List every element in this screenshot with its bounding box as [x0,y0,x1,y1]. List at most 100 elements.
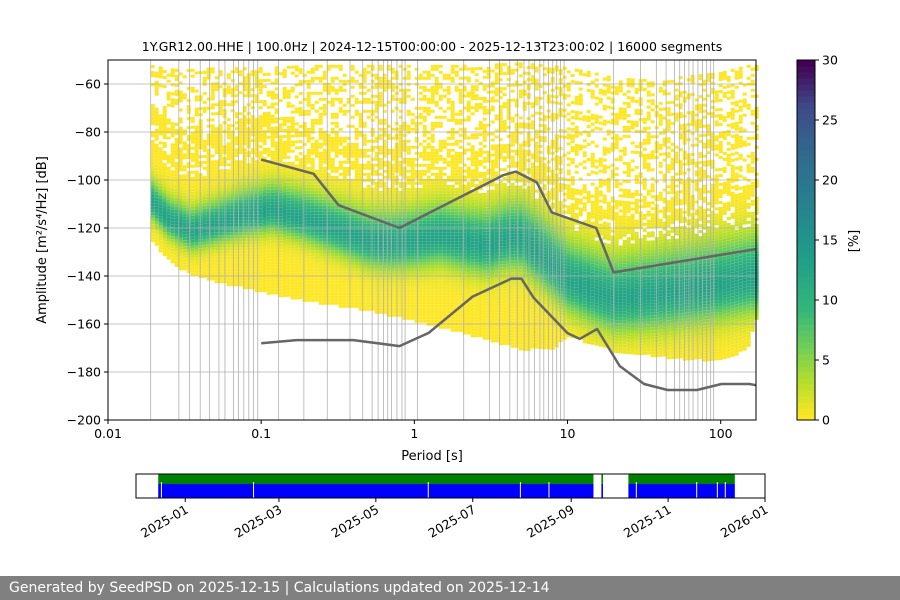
heatmap-cell [438,157,443,161]
heatmap-cell [298,173,303,177]
heatmap-cell [326,88,331,92]
heatmap-cell [266,162,271,166]
heatmap-cell [206,76,211,80]
heatmap-cell [410,292,415,296]
heatmap-cell [190,203,195,207]
heatmap-cell [194,161,199,165]
heatmap-cell [390,310,395,314]
heatmap-cell [202,214,207,218]
heatmap-cell [282,204,287,207]
heatmap-cell [330,79,335,83]
heatmap-cell [334,205,339,209]
heatmap-cell [326,100,331,104]
heatmap-cell [166,253,171,257]
heatmap-cell [386,217,391,221]
heatmap-cell [290,269,295,273]
heatmap-cell [346,223,351,227]
heatmap-cell [274,174,279,178]
heatmap-cell [298,170,303,174]
heatmap-cell [174,77,179,81]
heatmap-cell [438,307,443,311]
heatmap-cell [278,264,283,268]
heatmap-cell [210,133,215,137]
heatmap-cell [270,195,275,199]
heatmap-cell [314,202,319,206]
heatmap-cell [390,193,395,197]
heatmap-cell [406,139,411,143]
heatmap-cell [418,265,423,269]
heatmap-cell [166,220,171,224]
heatmap-cell [194,254,199,258]
heatmap-cell [366,256,371,260]
heatmap-cell [318,229,323,233]
heatmap-cell [186,189,191,193]
heatmap-cell [358,208,363,212]
heatmap-cell [262,208,267,211]
heatmap-cell [346,238,351,242]
heatmap-cell [194,89,199,93]
heatmap-cell [358,217,363,221]
heatmap-cell [198,254,203,258]
heatmap-cell [354,250,359,254]
heatmap-cell [254,196,259,200]
heatmap-cell [282,255,287,258]
heatmap-cell [158,219,163,223]
heatmap-cell [466,250,471,254]
heatmap-cell [170,209,175,213]
heatmap-cell [194,182,199,186]
heatmap-cell [374,145,379,149]
heatmap-cell [390,220,395,224]
heatmap-cell [178,81,183,85]
heatmap-cell [450,190,455,194]
heatmap-cell [350,232,355,236]
heatmap-cell [346,154,351,158]
heatmap-cell [166,172,171,176]
heatmap-cell [238,268,243,272]
heatmap-cell [462,220,467,224]
heatmap-cell [178,174,183,178]
heatmap-cell [174,179,179,183]
heatmap-cell [294,281,299,285]
heatmap-cell [282,237,287,240]
heatmap-cell [398,88,403,92]
heatmap-cell [422,208,427,212]
heatmap-cell [218,142,223,146]
heatmap-cell [370,73,375,77]
heatmap-cell [378,289,383,293]
heatmap-cell [326,184,331,188]
heatmap-cell [182,144,187,148]
heatmap-cell [458,133,463,137]
heatmap-cell [366,154,371,158]
heatmap-cell [234,85,239,89]
heatmap-cell [230,223,235,227]
heatmap-cell [422,295,427,299]
heatmap-cell [338,187,343,191]
heatmap-cell [458,232,463,236]
heatmap-cell [318,253,323,257]
heatmap-cell [182,93,187,97]
heatmap-cell [302,271,307,275]
heatmap-cell [326,172,331,176]
heatmap-cell [386,298,391,302]
heatmap-cell [186,243,191,247]
heatmap-cell [318,127,323,131]
heatmap-cell [378,166,383,170]
heatmap-cell [282,162,287,165]
heatmap-cell [346,181,351,185]
heatmap-cell [154,143,159,147]
heatmap-cell [414,211,419,215]
heatmap-cell [414,250,419,254]
heatmap-cell [414,205,419,209]
heatmap-cell [258,268,263,272]
heatmap-cell [422,169,427,173]
heatmap-cell [266,258,271,262]
heatmap-cell [278,171,283,175]
heatmap-cell [410,271,415,275]
heatmap-cell [370,283,375,287]
heatmap-cell [294,272,299,276]
heatmap-cell [274,117,279,121]
heatmap-cell [278,240,283,244]
heatmap-cell [290,170,295,174]
heatmap-cell [398,220,403,224]
heatmap-cell [434,271,439,275]
